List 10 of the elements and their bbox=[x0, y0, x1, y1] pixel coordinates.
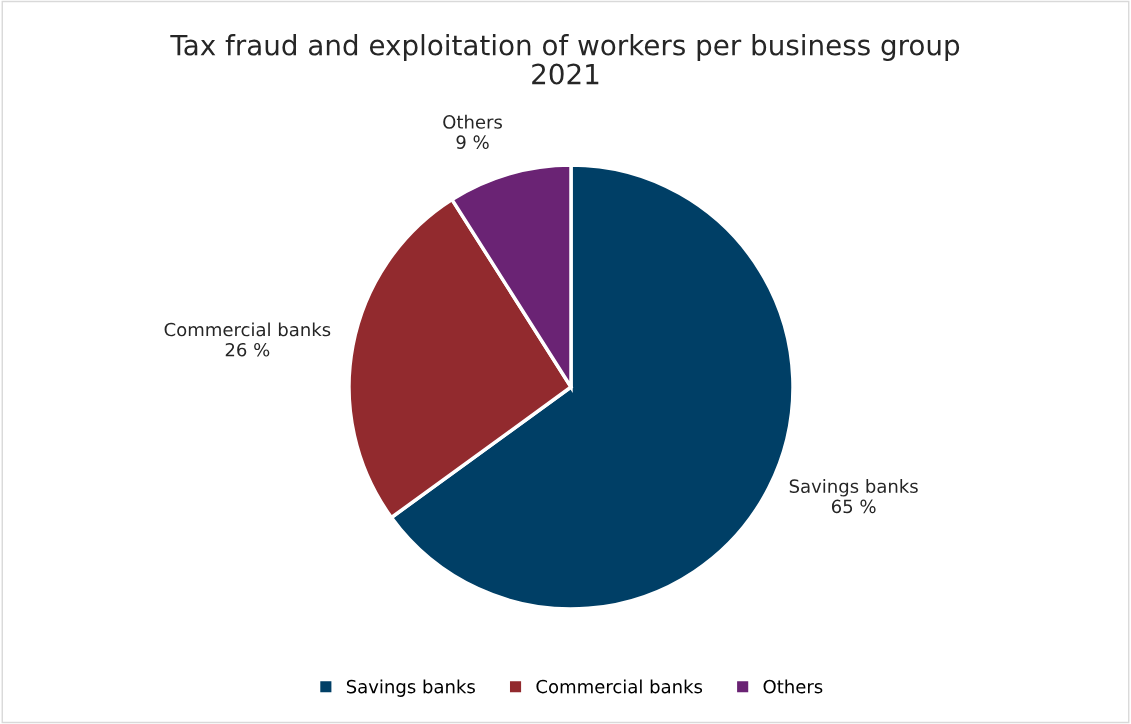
chart-title: Tax fraud and exploitation of workers per business group 2021 bbox=[170, 34, 960, 85]
data-label: 65 % bbox=[831, 499, 876, 514]
legend-label: Commercial banks bbox=[536, 679, 703, 694]
data-label: 26 % bbox=[225, 342, 270, 357]
legend-label: Savings banks bbox=[346, 679, 475, 697]
data-label: 9 % bbox=[456, 135, 489, 149]
slice-label: Others bbox=[443, 114, 502, 129]
slice-label: Savings banks bbox=[789, 479, 918, 497]
legend-label: Others bbox=[763, 679, 823, 694]
slice-label: Commercial banks bbox=[164, 322, 331, 337]
